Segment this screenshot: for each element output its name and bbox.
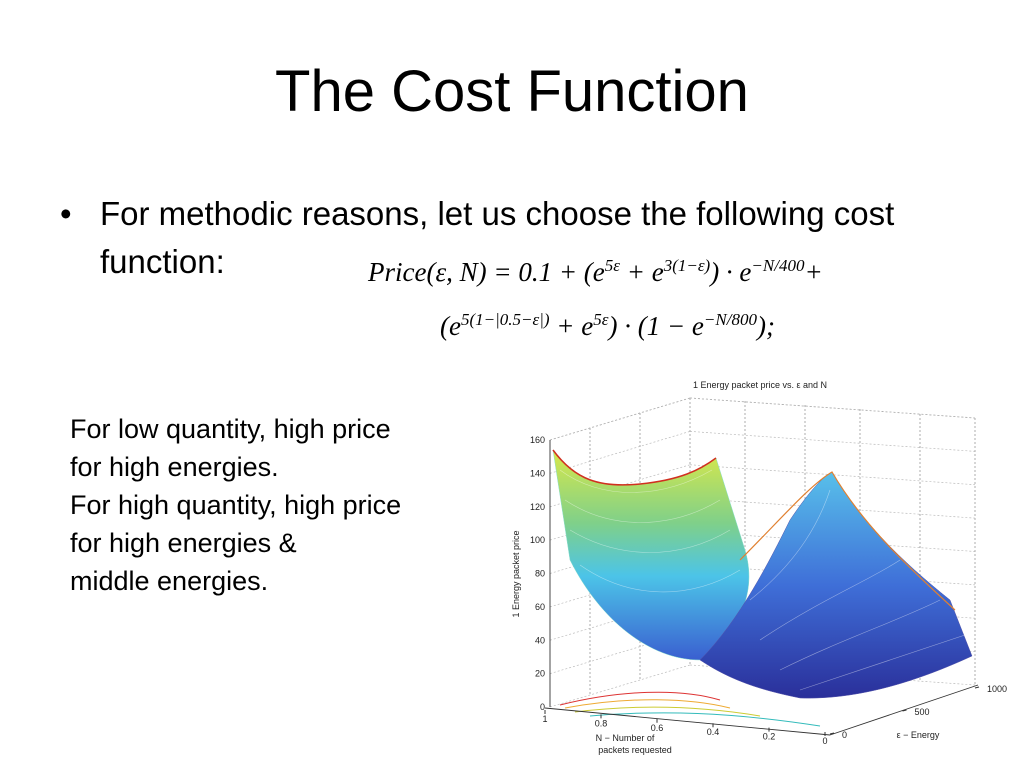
formula-line: (e5(1−|0.5−ε|) + e5ε) · (1 − e−N/800); (440, 310, 775, 342)
surface-mesh (559, 469, 966, 691)
notes: For low quantity, high price for high ene… (70, 410, 401, 600)
e-tick-label: 0 (842, 730, 847, 740)
e-tick (902, 709, 907, 712)
z-tick-label: 140 (530, 468, 545, 478)
z-tick-label: 160 (530, 435, 545, 445)
n-tick-label: 0 (822, 736, 827, 746)
z-grid-line (549, 664, 691, 708)
surface-left (552, 449, 750, 661)
formula-part: ) · e (710, 257, 752, 287)
e-axis-label: ε − Energy (897, 730, 940, 740)
n-axis-label: packets requested (598, 745, 672, 755)
n-tick-label: 0.8 (595, 718, 608, 728)
formula-part: (e (440, 311, 461, 341)
slide-title: The Cost Function (275, 59, 749, 124)
n-tick-label: 0.6 (651, 723, 664, 733)
formula-exponent: −N/400 (751, 256, 805, 275)
axes (544, 440, 979, 736)
formula-part: + (804, 257, 823, 287)
formula-part: + e (549, 311, 594, 341)
z-tick-label: 100 (530, 535, 545, 545)
e-tick-label: 1000 (987, 684, 1007, 694)
formula-exponent: 3(1−ε) (663, 256, 711, 275)
n-tick-label: 1 (542, 714, 547, 724)
e-tick (974, 686, 980, 689)
formula-exponent: −N/800 (703, 310, 757, 329)
bullet-dot: • (60, 195, 72, 232)
z-tick-label: 40 (535, 635, 545, 645)
z-grid-line (689, 431, 976, 452)
e-tick (829, 732, 835, 735)
n-tick-label: 0.2 (763, 732, 776, 742)
n-tick-label: 0.4 (707, 727, 720, 737)
note-line: For low quantity, high price (70, 414, 391, 444)
z-axis-label: 1 Energy packet price (511, 530, 521, 617)
z-grid-line (689, 397, 976, 419)
formula-exponent: 5ε (593, 310, 609, 329)
z-tick-label: 120 (530, 502, 545, 512)
z-tick-label: 80 (535, 569, 545, 579)
e-tick-label: 500 (915, 707, 930, 717)
formula-part: ) · (1 − e (608, 311, 704, 341)
formula-exponent: 5(1−|0.5−ε|) (460, 310, 550, 329)
surface-edge (552, 449, 717, 486)
formula-part: + e (619, 257, 664, 287)
z-tick-label: 20 (535, 669, 545, 679)
z-grid-line (549, 431, 691, 474)
note-line: for high energies. (70, 452, 279, 482)
n-axis-label: N − Number of (596, 733, 655, 743)
formula-part: Price(ε, N) = 0.1 + (e (368, 257, 605, 287)
formula-line: Price(ε, N) = 0.1 + (e5ε + e3(1−ε)) · e−… (368, 256, 823, 288)
formula-exponent: 5ε (604, 256, 620, 275)
formula-part: ); (756, 311, 775, 341)
note-line: For high quantity, high price (70, 490, 402, 520)
contours (559, 691, 821, 727)
figure-title: 1 Energy packet price vs. ε and N (693, 380, 827, 390)
z-grid-line (549, 397, 691, 441)
z-tick-label: 0 (540, 702, 545, 712)
note-line: for high energies & (70, 528, 297, 558)
z-tick-label: 60 (535, 602, 545, 612)
surface-edge (739, 471, 956, 611)
bullet-text: For methodic reasons, let us choose the … (100, 195, 895, 280)
note-line: middle energies. (70, 566, 269, 596)
surface-right (699, 471, 973, 699)
